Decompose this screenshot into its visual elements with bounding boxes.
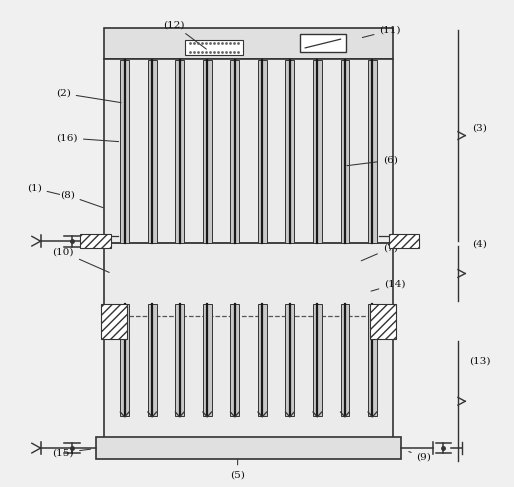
Bar (230, 304, 239, 416)
Bar (185, 40, 243, 55)
Bar (300, 34, 346, 52)
Bar (313, 304, 322, 416)
Text: (3): (3) (472, 124, 487, 133)
Bar (148, 304, 157, 416)
Bar (120, 304, 129, 416)
Bar (175, 304, 184, 416)
Bar (96, 437, 401, 459)
Text: (14): (14) (371, 280, 406, 291)
Bar (104, 59, 393, 442)
Bar (230, 60, 239, 243)
Bar (389, 234, 419, 248)
Text: (7): (7) (361, 244, 398, 261)
Text: (10): (10) (52, 248, 109, 272)
Text: (12): (12) (163, 20, 206, 49)
Bar (368, 304, 377, 416)
Bar (148, 60, 157, 243)
Text: (1): (1) (27, 184, 60, 194)
Bar (175, 60, 184, 243)
Bar (258, 304, 267, 416)
Text: (16): (16) (57, 133, 119, 142)
Bar (258, 60, 267, 243)
Text: (15): (15) (52, 448, 90, 457)
Text: (13): (13) (469, 356, 490, 365)
Bar (370, 304, 396, 339)
Text: (4): (4) (472, 240, 487, 249)
Bar (101, 304, 127, 339)
Bar (285, 304, 294, 416)
Text: (9): (9) (409, 451, 431, 461)
Bar (285, 60, 294, 243)
Text: (5): (5) (230, 459, 245, 480)
Bar (203, 304, 212, 416)
Bar (104, 28, 393, 59)
Bar (120, 60, 129, 243)
Bar (368, 60, 377, 243)
Text: (8): (8) (60, 190, 103, 208)
Bar (203, 60, 212, 243)
Bar (341, 60, 349, 243)
Bar (341, 304, 349, 416)
Text: (11): (11) (362, 26, 401, 37)
Text: (2): (2) (56, 89, 121, 103)
Bar (80, 234, 111, 248)
Bar (313, 60, 322, 243)
Text: (6): (6) (347, 156, 398, 166)
